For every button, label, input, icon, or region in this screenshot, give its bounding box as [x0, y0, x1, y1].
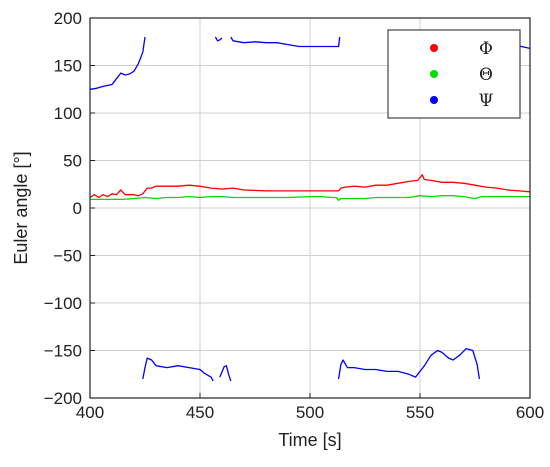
series-line-psi-segment-5: [142, 357, 214, 382]
x-tick-label: 600: [516, 403, 544, 422]
series-line-psi-segment-2: [214, 36, 223, 42]
y-axis-label: Euler angle [°]: [11, 151, 31, 264]
x-tick-label: 400: [76, 403, 104, 422]
y-tick-label: −200: [44, 389, 82, 408]
x-tick-label: 500: [296, 403, 324, 422]
y-tick-label: −150: [44, 342, 82, 361]
legend-marker-theta: [430, 70, 438, 78]
series-line-phi-segment-1: [89, 174, 531, 199]
x-tick-label: 550: [406, 403, 434, 422]
y-tick-label: 150: [54, 57, 82, 76]
tick-labels: 400 450 500 550 600200150100500−50−100−150−2…: [44, 9, 544, 422]
legend-box: [387, 29, 521, 119]
y-tick-label: 50: [63, 152, 82, 171]
legend-marker-psi: [430, 96, 438, 104]
y-tick-label: −100: [44, 294, 82, 313]
legend-label-theta: Θ: [479, 65, 493, 85]
x-axis-label: Time [s]: [278, 430, 341, 450]
series-line-psi-segment-7: [337, 347, 481, 380]
series-line-theta-segment-1: [90, 195, 530, 202]
legend-label-phi: Φ: [479, 39, 493, 59]
legend: Φ Θ Ψ: [387, 29, 521, 119]
y-tick-label: 200: [54, 9, 82, 28]
series-line-psi-segment-1: [89, 36, 146, 90]
y-tick-label: 0: [73, 199, 82, 218]
series-line-psi-segment-6: [219, 365, 232, 382]
legend-marker-phi: [430, 44, 438, 52]
x-tick-label: 450: [186, 403, 214, 422]
y-tick-label: −50: [53, 247, 82, 266]
series-layer: [89, 36, 531, 382]
series-line-psi-segment-3: [230, 36, 341, 48]
y-tick-label: 100: [54, 104, 82, 123]
legend-label-psi: Ψ: [479, 91, 494, 111]
